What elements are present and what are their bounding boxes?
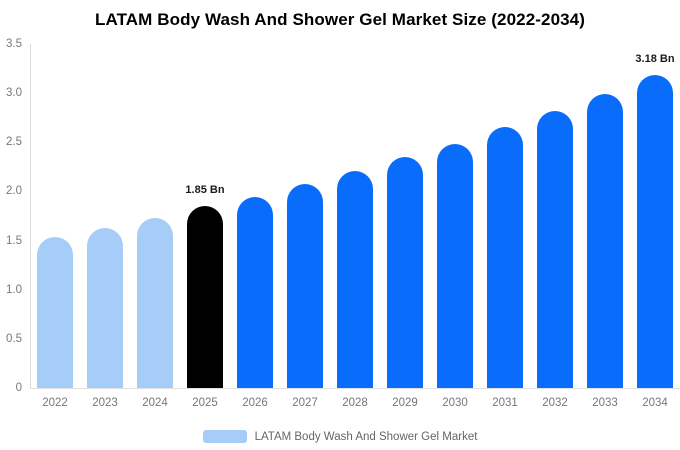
bar-2034[interactable]	[637, 75, 673, 388]
bar-2027[interactable]	[287, 183, 323, 388]
chart-title: LATAM Body Wash And Shower Gel Market Si…	[94, 10, 585, 29]
bar-2023[interactable]	[87, 227, 123, 388]
bar-2033[interactable]	[587, 94, 623, 388]
y-axis-line	[30, 44, 31, 388]
legend[interactable]: LATAM Body Wash And Shower Gel Market	[0, 430, 680, 443]
x-axis-label-2033: 2033	[592, 397, 618, 409]
y-axis-tick-label: 1.0	[6, 283, 22, 296]
x-axis-line	[30, 388, 680, 389]
bar-value-label-2025: 1.85 Bn	[185, 184, 225, 197]
bar-2028[interactable]	[337, 170, 373, 388]
y-axis-tick-label: 2.0	[6, 185, 22, 198]
legend-label: LATAM Body Wash And Shower Gel Market	[254, 430, 478, 443]
x-axis-label-2025: 2025	[192, 397, 218, 409]
y-axis-tick-label: 3.5	[6, 38, 22, 50]
y-axis-tick-label: 0	[15, 382, 22, 394]
x-axis-label-2030: 2030	[442, 397, 468, 409]
x-axis-label-2028: 2028	[342, 397, 368, 409]
legend-swatch	[202, 430, 247, 443]
x-axis-label-2026: 2026	[242, 397, 268, 409]
bar-2025[interactable]	[187, 206, 223, 388]
bar-2026[interactable]	[237, 197, 273, 388]
x-axis-label-2031: 2031	[492, 397, 518, 409]
bar-2029[interactable]	[387, 157, 423, 388]
y-axis-tick-label: 3.0	[6, 87, 22, 100]
y-axis-tick-label: 0.5	[6, 332, 22, 345]
bar-2030[interactable]	[437, 144, 473, 388]
x-axis-label-2024: 2024	[142, 397, 168, 409]
y-axis-tick-label: 2.5	[6, 136, 22, 149]
x-axis-label-2029: 2029	[392, 397, 418, 409]
bar-2032[interactable]	[537, 110, 573, 388]
x-axis-label-2034: 2034	[642, 397, 668, 409]
x-axis-label-2023: 2023	[92, 397, 118, 409]
x-axis-label-2032: 2032	[542, 397, 568, 409]
bar-2024[interactable]	[137, 217, 173, 388]
y-axis-tick-label: 1.5	[6, 234, 22, 247]
x-axis-label-2027: 2027	[292, 397, 318, 409]
x-axis-label-2022: 2022	[42, 397, 68, 409]
bar-2022[interactable]	[37, 236, 73, 388]
bar-value-label-2034: 3.18 Bn	[635, 53, 675, 66]
bar-2031[interactable]	[487, 126, 523, 388]
